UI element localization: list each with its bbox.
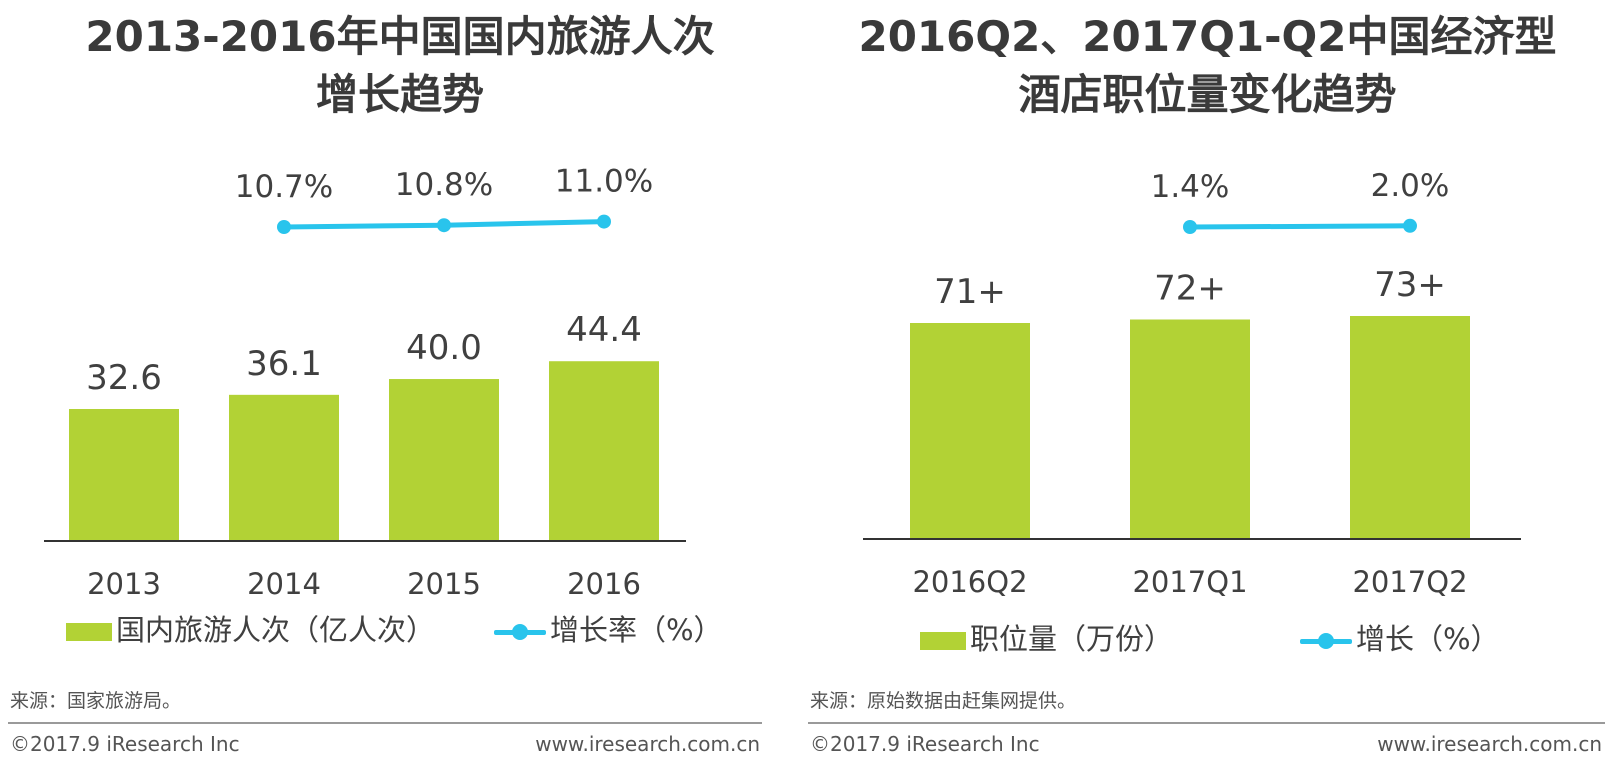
x-tick-label: 2017Q2 [1352, 565, 1467, 599]
legend-bar-label: 职位量（万份） [970, 622, 1174, 656]
legend-line-label: 增长率（%） [550, 613, 723, 647]
legend-line-label: 增长（%） [1356, 622, 1500, 656]
growth-value-label: 1.4% [1151, 169, 1230, 205]
bar-2013 [69, 409, 179, 541]
bar-value-label: 44.4 [566, 310, 642, 350]
bar-value-label: 36.1 [246, 344, 322, 384]
footer-website: www.iresearch.com.cn [535, 732, 760, 756]
legend-line-swatch [494, 622, 546, 642]
bar-2017Q1 [1130, 319, 1250, 539]
growth-point [1403, 218, 1417, 233]
bar-value-label: 71+ [934, 272, 1006, 312]
legend-bar-swatch [920, 632, 966, 650]
x-tick-label: 2014 [247, 567, 321, 601]
footer-copyright: ©2017.9 iResearch Inc [810, 732, 1040, 756]
growth-point [437, 218, 451, 233]
bar-2016 [549, 361, 659, 541]
legend-bar-series: 国内旅游人次（亿人次） [66, 607, 435, 649]
growth-point [277, 220, 291, 234]
bar-value-label: 73+ [1374, 265, 1446, 305]
growth-point [1183, 220, 1197, 234]
x-tick-label: 2017Q1 [1132, 565, 1247, 599]
growth-value-label: 2.0% [1371, 168, 1450, 204]
legend-line-series: 增长（%） [1300, 616, 1500, 658]
chart-panel-tourism: 2013-2016年中国国内旅游人次 增长趋势 32.6 36.1 40.0 44.4… [0, 0, 800, 768]
growth-value-label: 10.7% [235, 169, 333, 205]
bar-2017Q2 [1350, 316, 1470, 539]
chart-title-line-1: 2016Q2、2017Q1-Q2中国经济型 [858, 12, 1557, 61]
footer-copyright: ©2017.9 iResearch Inc [10, 732, 240, 756]
legend-line-series: 增长率（%） [494, 607, 723, 649]
bar-2016Q2 [910, 323, 1030, 539]
footer-divider [808, 722, 1605, 724]
x-tick-label: 2016 [567, 567, 641, 601]
bar-value-label: 32.6 [86, 358, 162, 398]
bar-2014 [229, 394, 339, 541]
footer-divider [8, 722, 762, 724]
footer-website: www.iresearch.com.cn [1377, 732, 1602, 756]
source-note: 来源：原始数据由赶集网提供。 [810, 690, 1077, 712]
chart-title-line-2: 酒店职位量变化趋势 [1018, 70, 1397, 119]
x-tick-label: 2016Q2 [912, 565, 1027, 599]
x-tick-label: 2015 [407, 567, 481, 601]
legend-line-swatch [1300, 631, 1352, 651]
chart-title-line-1: 2013-2016年中国国内旅游人次 [85, 12, 715, 61]
source-note: 来源：国家旅游局。 [10, 690, 182, 712]
chart-plot-area: 71+ 72+ 73+ 2016Q2 2017Q1 2017Q2 1.4% 2.0% [863, 168, 1521, 599]
x-tick-label: 2013 [87, 567, 161, 601]
bar-value-label: 40.0 [406, 328, 482, 368]
growth-value-label: 11.0% [555, 164, 653, 200]
growth-line [1187, 223, 1413, 230]
chart-plot-area: 32.6 36.1 40.0 44.4 2013 2014 2015 2016 10.7% 10.… [44, 164, 686, 601]
chart-title-line-2: 增长趋势 [315, 70, 484, 119]
chart-panel-hotel-jobs: 2016Q2、2017Q1-Q2中国经济型 酒店职位量变化趋势 71+ 72+ 73… [805, 0, 1610, 768]
chart-title: 2013-2016年中国国内旅游人次 增长趋势 [0, 8, 800, 124]
growth-point [597, 214, 611, 229]
legend-bar-label: 国内旅游人次（亿人次） [116, 613, 436, 647]
bar-2015 [389, 379, 499, 541]
legend-bar-series: 职位量（万份） [920, 616, 1173, 658]
chart-title: 2016Q2、2017Q1-Q2中国经济型 酒店职位量变化趋势 [805, 8, 1610, 124]
legend-bar-swatch [66, 623, 112, 641]
growth-value-label: 10.8% [395, 167, 493, 203]
bar-value-label: 72+ [1154, 269, 1226, 309]
